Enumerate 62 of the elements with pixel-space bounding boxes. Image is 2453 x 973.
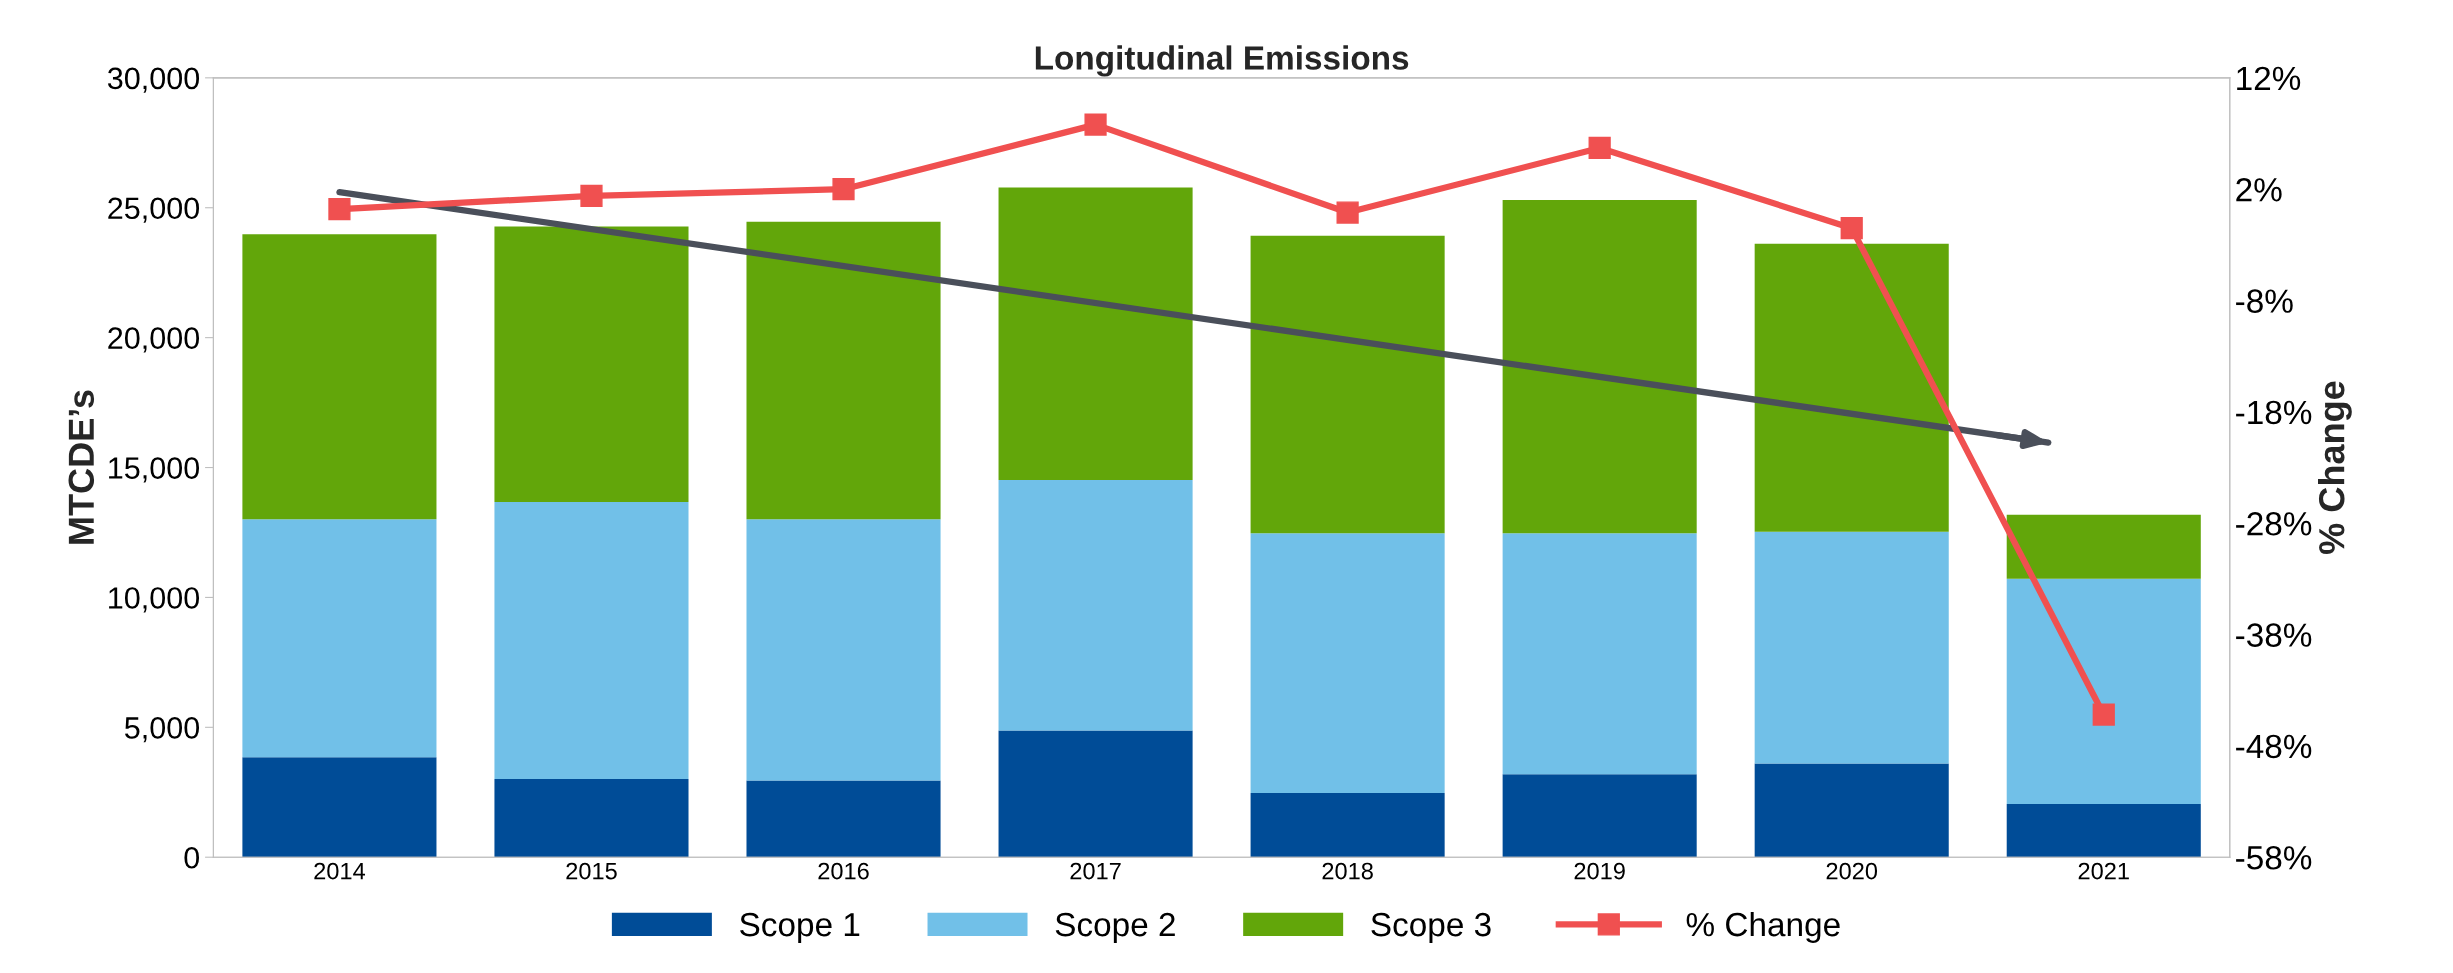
- y2-tick-label: -58%: [2236, 846, 2312, 870]
- bar: [494, 502, 689, 780]
- bar: [2006, 514, 2201, 579]
- point: [1336, 201, 1359, 224]
- y-tick-label: 25,000: [108, 197, 200, 223]
- y2-tick-label: -48%: [2236, 734, 2312, 759]
- legend-label: Scope 2: [1055, 912, 1175, 943]
- bar: [746, 221, 941, 520]
- y-tick-label: 30,000: [107, 67, 200, 93]
- y2-tick-label: -38%: [2236, 623, 2312, 647]
- y-tick-label: 15,000: [109, 457, 200, 483]
- bar: [1502, 533, 1697, 775]
- bar: [998, 480, 1193, 731]
- point: [1588, 136, 1611, 160]
- point: [328, 198, 351, 221]
- point: [2092, 703, 2115, 726]
- bar: [2006, 578, 2201, 804]
- y-tick-label: 0: [184, 846, 200, 869]
- legend-label: % Change: [1686, 911, 1840, 943]
- bar: [242, 234, 437, 520]
- bar: [1754, 763, 1949, 858]
- y-axis-title: MTCDE’s: [68, 390, 95, 544]
- y2-tick-label: -18%: [2236, 400, 2312, 425]
- bar: [746, 519, 941, 781]
- bar: [2006, 803, 2201, 858]
- x-tick-label: 2017: [1070, 862, 1121, 880]
- y-tick-label: 10,000: [109, 587, 200, 613]
- bar: [1754, 243, 1949, 532]
- legend-label: Scope 3: [1371, 912, 1491, 943]
- y2-tick-label: -8%: [2236, 289, 2293, 313]
- x-tick-label: 2016: [818, 862, 869, 880]
- point: [832, 178, 855, 201]
- chart-title: Longitudinal Emissions: [1035, 45, 1409, 77]
- bar: [1250, 793, 1445, 858]
- bar: [1502, 199, 1697, 534]
- y2-axis-title: % Change: [2318, 381, 2352, 554]
- bar: [1250, 533, 1445, 794]
- y2-tick-label: -28%: [2236, 512, 2312, 536]
- point: [580, 184, 603, 207]
- bar: [242, 519, 437, 758]
- point: [1840, 217, 1863, 240]
- bar: [746, 780, 941, 858]
- bar: [998, 187, 1193, 480]
- bar: [1754, 531, 1949, 764]
- y-tick-label: 20,000: [108, 327, 200, 353]
- x-tick-label: 2019: [1574, 862, 1625, 880]
- legend-label: Scope 1: [740, 912, 860, 943]
- x-tick-label: 2014: [314, 862, 366, 880]
- bar: [1502, 774, 1697, 858]
- y-tick-label: 5,000: [124, 717, 200, 743]
- y2-tick-label: 2%: [2236, 177, 2282, 202]
- y2-tick-label: 12%: [2237, 66, 2301, 91]
- x-tick-label: 2015: [566, 862, 617, 880]
- bar: [998, 730, 1193, 858]
- x-tick-label: 2018: [1322, 862, 1373, 880]
- bar: [494, 779, 689, 858]
- x-tick-label: 2020: [1826, 862, 1878, 880]
- bar: [242, 757, 437, 858]
- bar: [494, 226, 689, 503]
- x-tick-label: 2021: [2078, 862, 2129, 880]
- point: [1084, 113, 1107, 136]
- bar: [1250, 235, 1445, 534]
